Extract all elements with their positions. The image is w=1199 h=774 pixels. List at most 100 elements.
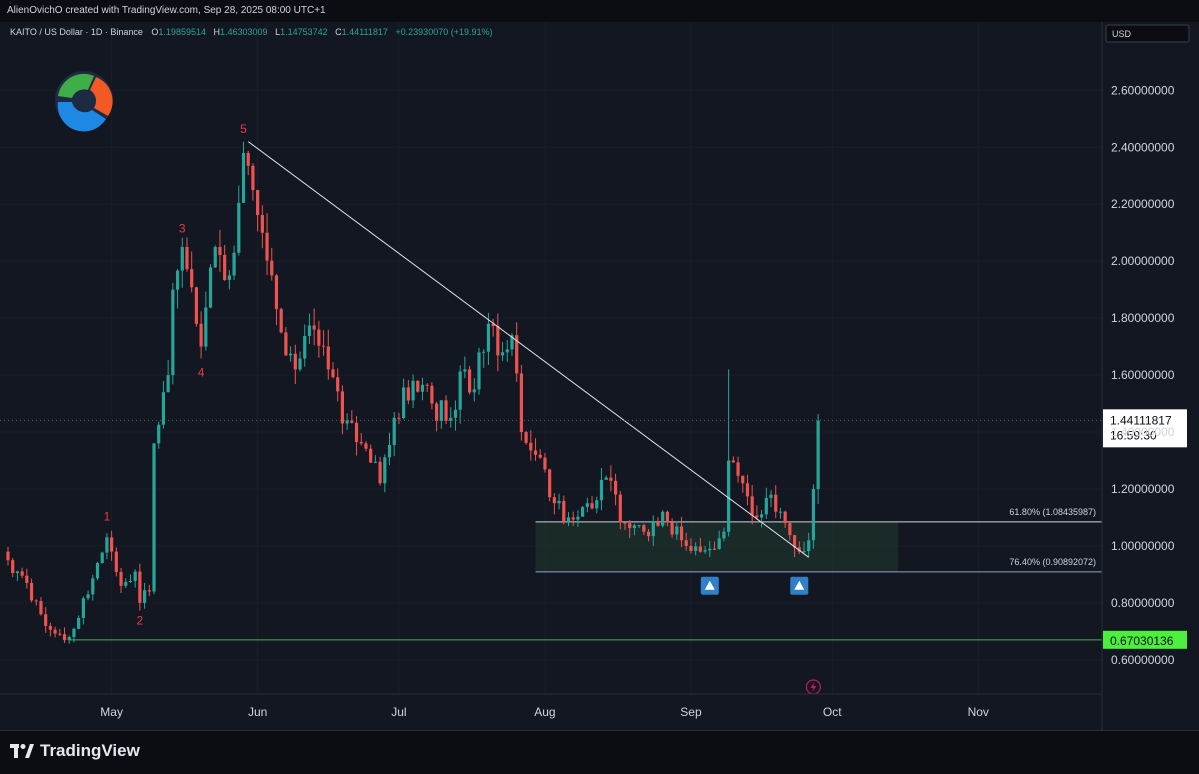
candle-body <box>430 385 434 404</box>
wave-label: 5 <box>240 122 247 136</box>
candle-body <box>769 494 773 498</box>
candle-body <box>213 246 217 268</box>
tradingview-logo-icon <box>10 744 34 758</box>
wave-label: 4 <box>198 366 205 380</box>
candle-body <box>340 391 345 424</box>
candle-body <box>91 578 95 595</box>
candle-body <box>557 500 561 504</box>
candle-body <box>166 375 170 393</box>
candle-body <box>331 369 335 378</box>
legend-open-value: 1.19859514 <box>158 27 206 37</box>
candle-body <box>694 546 698 551</box>
author-logo <box>55 71 113 132</box>
candle-body <box>491 323 495 327</box>
candle-body <box>246 152 250 166</box>
support-price-label: 0.67030136 <box>1110 634 1174 648</box>
candle-body <box>241 152 246 203</box>
candle-body <box>651 521 655 537</box>
fib-zone-layer: 61.80% (1.08435987) 76.40% (0.90892072) <box>535 507 1102 573</box>
candle-body <box>260 215 264 233</box>
candle-body <box>698 546 702 552</box>
candle-body <box>420 384 425 392</box>
candle-body <box>218 246 222 255</box>
candle-body <box>307 325 312 337</box>
time-axis[interactable]: May Jun Jul Aug Sep Oct Nov <box>100 705 989 719</box>
candle-body <box>792 535 797 548</box>
candle-body <box>237 202 241 253</box>
candle-body <box>670 522 674 535</box>
candle-body <box>194 287 198 324</box>
candle-body <box>656 521 660 526</box>
candle-body <box>321 345 326 347</box>
candle-body <box>232 252 236 276</box>
candle-body <box>105 537 109 553</box>
fib-zone[interactable] <box>535 521 899 572</box>
attribution-text: AlienOvichO created with TradingView.com… <box>7 5 326 16</box>
candle-body <box>727 460 731 532</box>
time-tick-label: May <box>100 705 123 719</box>
candle-body <box>223 254 227 280</box>
candle-body <box>270 260 274 276</box>
candle-body <box>119 571 123 586</box>
legend-low-value: 1.14753742 <box>280 27 328 37</box>
time-tick-label: Jun <box>248 705 267 719</box>
grid <box>0 22 1102 694</box>
chart-background <box>0 22 1199 730</box>
trendline[interactable] <box>247 141 809 558</box>
price-axis[interactable]: 0.60000000 0.80000000 1.00000000 1.20000000… <box>1111 83 1175 666</box>
price-tick-label: 1.60000000 <box>1111 368 1175 382</box>
candle-body <box>797 547 801 552</box>
candle-body <box>256 190 260 216</box>
candle-body <box>303 336 307 359</box>
candle-body <box>29 582 34 601</box>
candle-body <box>392 417 396 445</box>
candle-body <box>354 422 359 443</box>
candle-body <box>20 571 24 576</box>
candle-body <box>185 246 189 270</box>
candle-body <box>613 480 618 495</box>
candle-body <box>326 346 330 370</box>
candle-body <box>750 496 754 516</box>
candle-body <box>128 580 133 582</box>
candle-body <box>552 497 556 504</box>
candle-body <box>788 523 792 536</box>
legend-change: +0.23930070 (+19.91%) <box>395 27 492 37</box>
candle-body <box>665 511 669 523</box>
candle-body <box>562 500 566 523</box>
time-tick-label: Nov <box>968 705 989 719</box>
candle-body <box>566 517 571 523</box>
candle-body <box>684 540 688 546</box>
candle-body <box>157 424 161 444</box>
price-chart[interactable]: 61.80% (1.08435987) 76.40% (0.90892072) 0… <box>0 22 1199 730</box>
candle-body <box>807 540 811 552</box>
price-tick-label: 2.40000000 <box>1111 140 1175 154</box>
candle-body <box>124 581 128 586</box>
wave-label: 1 <box>104 509 111 523</box>
candle-body <box>731 460 735 463</box>
currency-label: USD <box>1112 29 1132 39</box>
candle-body <box>110 537 114 552</box>
candle-body <box>274 275 279 310</box>
chart-area[interactable]: 61.80% (1.08435987) 76.40% (0.90892072) 0… <box>0 22 1199 730</box>
candle-body <box>81 598 85 618</box>
candle-body <box>416 380 420 392</box>
candle-body <box>147 590 151 592</box>
price-tick-label: 0.60000000 <box>1111 653 1175 667</box>
candle-body <box>289 353 293 356</box>
candle-body <box>679 526 684 541</box>
candle-body <box>133 571 137 581</box>
legend-low-label: L <box>275 27 280 37</box>
candle-body <box>34 600 38 602</box>
currency-box[interactable] <box>1105 24 1190 43</box>
wave-label: 2 <box>137 613 144 627</box>
tradingview-brand[interactable]: TradingView <box>10 741 140 761</box>
candle-body <box>500 352 505 356</box>
candle-body <box>142 590 147 603</box>
candle-body <box>515 335 519 374</box>
candle-body <box>661 511 665 526</box>
price-tick-label: 1.80000000 <box>1111 311 1175 325</box>
candle-body <box>717 538 721 550</box>
candle-body <box>708 548 712 551</box>
candle-body <box>425 384 429 386</box>
